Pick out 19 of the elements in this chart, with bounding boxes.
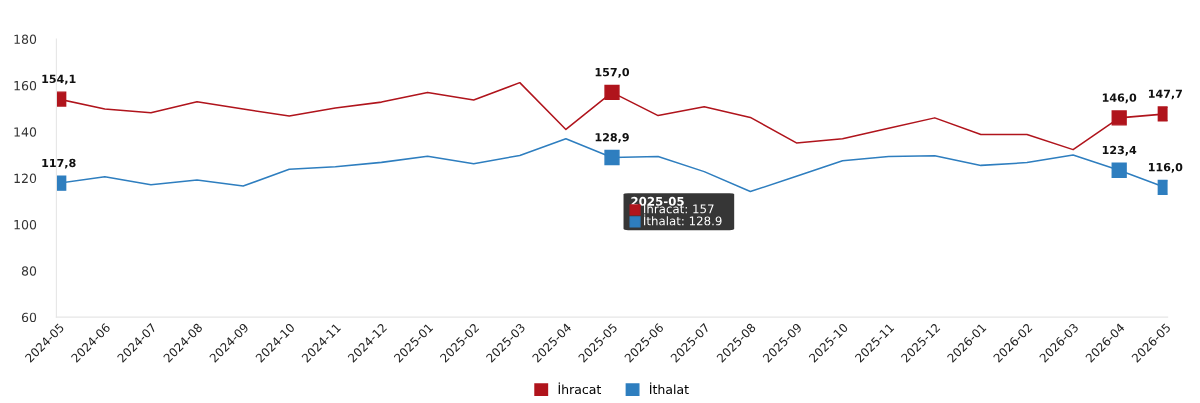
data-label: 147,7	[1148, 89, 1182, 100]
data-label: 128,9	[595, 133, 629, 143]
y-tick-label: 180	[14, 34, 37, 45]
y-tick-label: 160	[14, 80, 37, 91]
data-label: 154,1	[42, 74, 76, 85]
annotation: İthalat: 128.9	[644, 214, 722, 226]
data-label: 117,8	[42, 158, 76, 169]
y-tick-label: 100	[14, 219, 37, 230]
y-tick-label: 140	[14, 127, 37, 137]
y-tick-label: 120	[14, 173, 37, 184]
data-label: 116,0	[1148, 162, 1183, 173]
data-label: 123,4	[1102, 145, 1137, 156]
data-label: 146,0	[1102, 93, 1137, 104]
legend-label: İhracat	[558, 382, 602, 395]
y-tick-label: 80	[21, 266, 37, 276]
y-tick-label: 60	[21, 312, 37, 323]
data-label: 157,0	[595, 67, 630, 78]
annotation: 2025-05	[631, 196, 684, 206]
legend-label: İthalat	[650, 382, 689, 395]
